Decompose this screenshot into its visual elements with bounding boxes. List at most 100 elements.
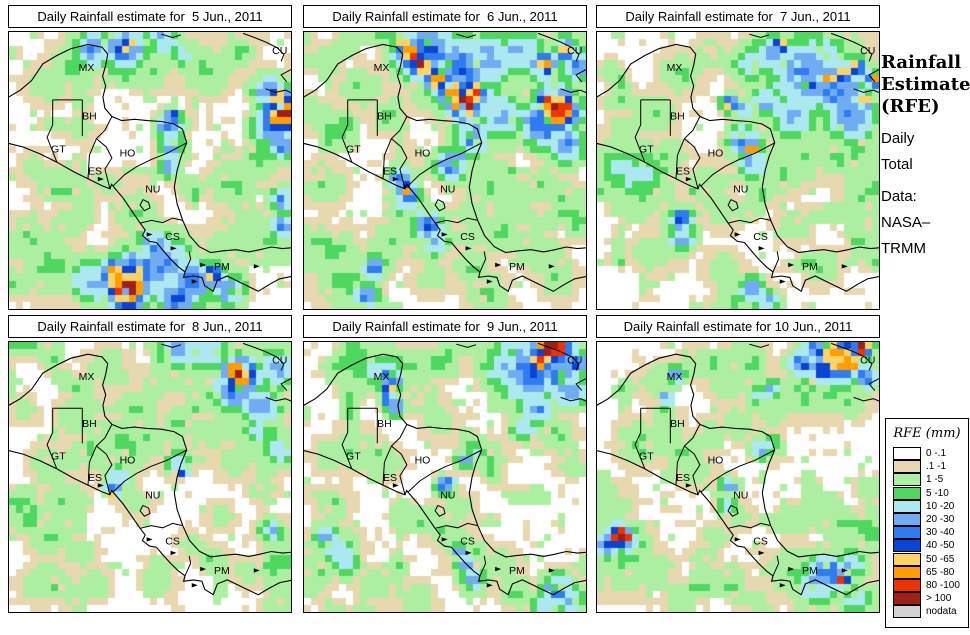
legend-swatch bbox=[893, 539, 921, 553]
legend-swatch bbox=[893, 526, 921, 540]
legend-label: 1 -5 bbox=[926, 474, 944, 486]
legend-label: > 100 bbox=[926, 593, 952, 605]
country-label-ho: HO bbox=[415, 455, 431, 467]
country-label-nu: NU bbox=[733, 184, 748, 196]
country-label-bh: BH bbox=[377, 418, 392, 430]
country-label-nu: NU bbox=[145, 490, 160, 502]
country-label-ho: HO bbox=[415, 148, 431, 160]
country-label-cu: CU bbox=[272, 355, 287, 367]
legend-label: 80 -100 bbox=[926, 579, 960, 591]
rainfall-map-10jun: MX BH GT HO ES NU CS PM CU bbox=[596, 341, 880, 613]
legend-title: RFE (mm) bbox=[893, 426, 961, 441]
country-label-cs: CS bbox=[753, 231, 768, 243]
coastline-borders-overlay: MX BH GT HO ES NU CS PM CU bbox=[597, 32, 879, 293]
panel-title-6jun: Daily Rainfall estimate for 6 Jun., 2011 bbox=[303, 5, 587, 28]
legend-label: 65 -80 bbox=[926, 566, 955, 578]
legend-swatch bbox=[893, 486, 921, 500]
rainfall-map-9jun: MX BH GT HO ES NU CS PM CU bbox=[303, 341, 587, 613]
country-label-gt: GT bbox=[639, 143, 654, 155]
panel-title-7jun: Daily Rainfall estimate for 7 Jun., 2011 bbox=[596, 5, 880, 28]
subtitle-total: Total bbox=[881, 156, 913, 173]
country-label-pm: PM bbox=[802, 261, 818, 273]
legend-swatch bbox=[893, 552, 921, 566]
country-label-bh: BH bbox=[670, 418, 685, 430]
country-label-cs: CS bbox=[753, 536, 768, 548]
legend-row: 80 -100 bbox=[893, 578, 960, 592]
country-label-mx: MX bbox=[667, 371, 683, 383]
legend-row: 20 -30 bbox=[893, 513, 960, 527]
panel-title-8jun: Daily Rainfall estimate for 8 Jun., 2011 bbox=[8, 315, 292, 338]
figure-title-line: (RFE) bbox=[881, 96, 940, 117]
figure-title-line: Estimate bbox=[881, 74, 970, 95]
country-label-es: ES bbox=[383, 472, 397, 484]
legend-row: .1 -1 bbox=[893, 460, 960, 474]
country-label-mx: MX bbox=[374, 62, 390, 74]
legend-row: 65 -80 bbox=[893, 565, 960, 579]
legend-row: > 100 bbox=[893, 592, 960, 606]
country-label-pm: PM bbox=[509, 261, 525, 273]
country-label-bh: BH bbox=[377, 110, 392, 122]
country-label-ho: HO bbox=[708, 455, 724, 467]
figure-subtitle: Daily Total bbox=[881, 126, 914, 178]
rainfall-raster bbox=[597, 342, 879, 612]
legend-row: 10 -20 bbox=[893, 499, 960, 513]
legend-swatch bbox=[893, 473, 921, 487]
coastline-borders-overlay: MX BH GT HO ES NU CS PM CU bbox=[304, 342, 586, 596]
country-label-nu: NU bbox=[440, 184, 455, 196]
country-label-cs: CS bbox=[460, 231, 475, 243]
country-label-bh: BH bbox=[82, 110, 97, 122]
data-source-label: Data: bbox=[881, 188, 917, 205]
country-label-nu: NU bbox=[440, 490, 455, 502]
country-label-pm: PM bbox=[214, 565, 230, 577]
legend-label: 40 -50 bbox=[926, 540, 955, 552]
panel-title-10jun: Daily Rainfall estimate for 10 Jun., 201… bbox=[596, 315, 880, 338]
country-label-pm: PM bbox=[214, 261, 230, 273]
country-label-mx: MX bbox=[667, 62, 683, 74]
legend-label: 0 -.1 bbox=[926, 448, 947, 460]
country-label-nu: NU bbox=[145, 184, 160, 196]
country-label-cs: CS bbox=[460, 536, 475, 548]
country-label-ho: HO bbox=[120, 455, 136, 467]
country-label-bh: BH bbox=[82, 418, 97, 430]
country-label-es: ES bbox=[676, 472, 690, 484]
legend-row: 40 -50 bbox=[893, 539, 960, 553]
legend-label: .1 -1 bbox=[926, 461, 947, 473]
coastline-borders-overlay: MX BH GT HO ES NU CS PM CU bbox=[597, 342, 879, 596]
legend-swatch bbox=[893, 565, 921, 579]
legend-row: 30 -40 bbox=[893, 526, 960, 540]
country-label-cu: CU bbox=[567, 45, 582, 57]
legend-label: 20 -30 bbox=[926, 514, 955, 526]
legend-row: 50 -65 bbox=[893, 552, 960, 566]
country-label-bh: BH bbox=[670, 110, 685, 122]
rainfall-raster bbox=[597, 32, 879, 309]
coastline-borders-overlay: MX BH GT HO ES NU CS PM CU bbox=[9, 342, 291, 596]
country-label-cs: CS bbox=[165, 231, 180, 243]
legend-label: 5 -10 bbox=[926, 487, 949, 499]
country-label-gt: GT bbox=[639, 450, 654, 462]
figure-title-line: Rainfall bbox=[881, 52, 962, 73]
country-label-gt: GT bbox=[346, 143, 361, 155]
data-source: Data: NASA– TRMM bbox=[881, 184, 930, 262]
country-label-es: ES bbox=[88, 472, 102, 484]
data-source-line: TRMM bbox=[881, 240, 926, 257]
country-label-cu: CU bbox=[567, 355, 582, 367]
legend-rows: 0 -.1.1 -1 1 -5 5 -10 10 -20 20 -30 30 -40 40 … bbox=[893, 447, 960, 619]
legend-row: nodata bbox=[893, 605, 960, 619]
legend-swatch bbox=[893, 447, 921, 461]
data-source-line: NASA– bbox=[881, 214, 931, 231]
legend-label: nodata bbox=[926, 606, 957, 618]
country-label-ho: HO bbox=[120, 148, 136, 160]
legend-swatch bbox=[893, 592, 921, 606]
panel-title-5jun: Daily Rainfall estimate for 5 Jun., 2011 bbox=[8, 5, 292, 28]
country-label-gt: GT bbox=[346, 450, 361, 462]
coastline-borders-overlay: MX BH GT HO ES NU CS PM CU bbox=[304, 32, 586, 293]
country-label-es: ES bbox=[88, 166, 102, 178]
legend-swatch bbox=[893, 499, 921, 513]
rainfall-raster bbox=[9, 32, 291, 309]
country-label-cu: CU bbox=[860, 355, 875, 367]
subtitle-daily: Daily bbox=[881, 130, 915, 147]
legend-label: 10 -20 bbox=[926, 500, 955, 512]
legend-label: 30 -40 bbox=[926, 527, 955, 539]
legend-row: 1 -5 bbox=[893, 473, 960, 487]
